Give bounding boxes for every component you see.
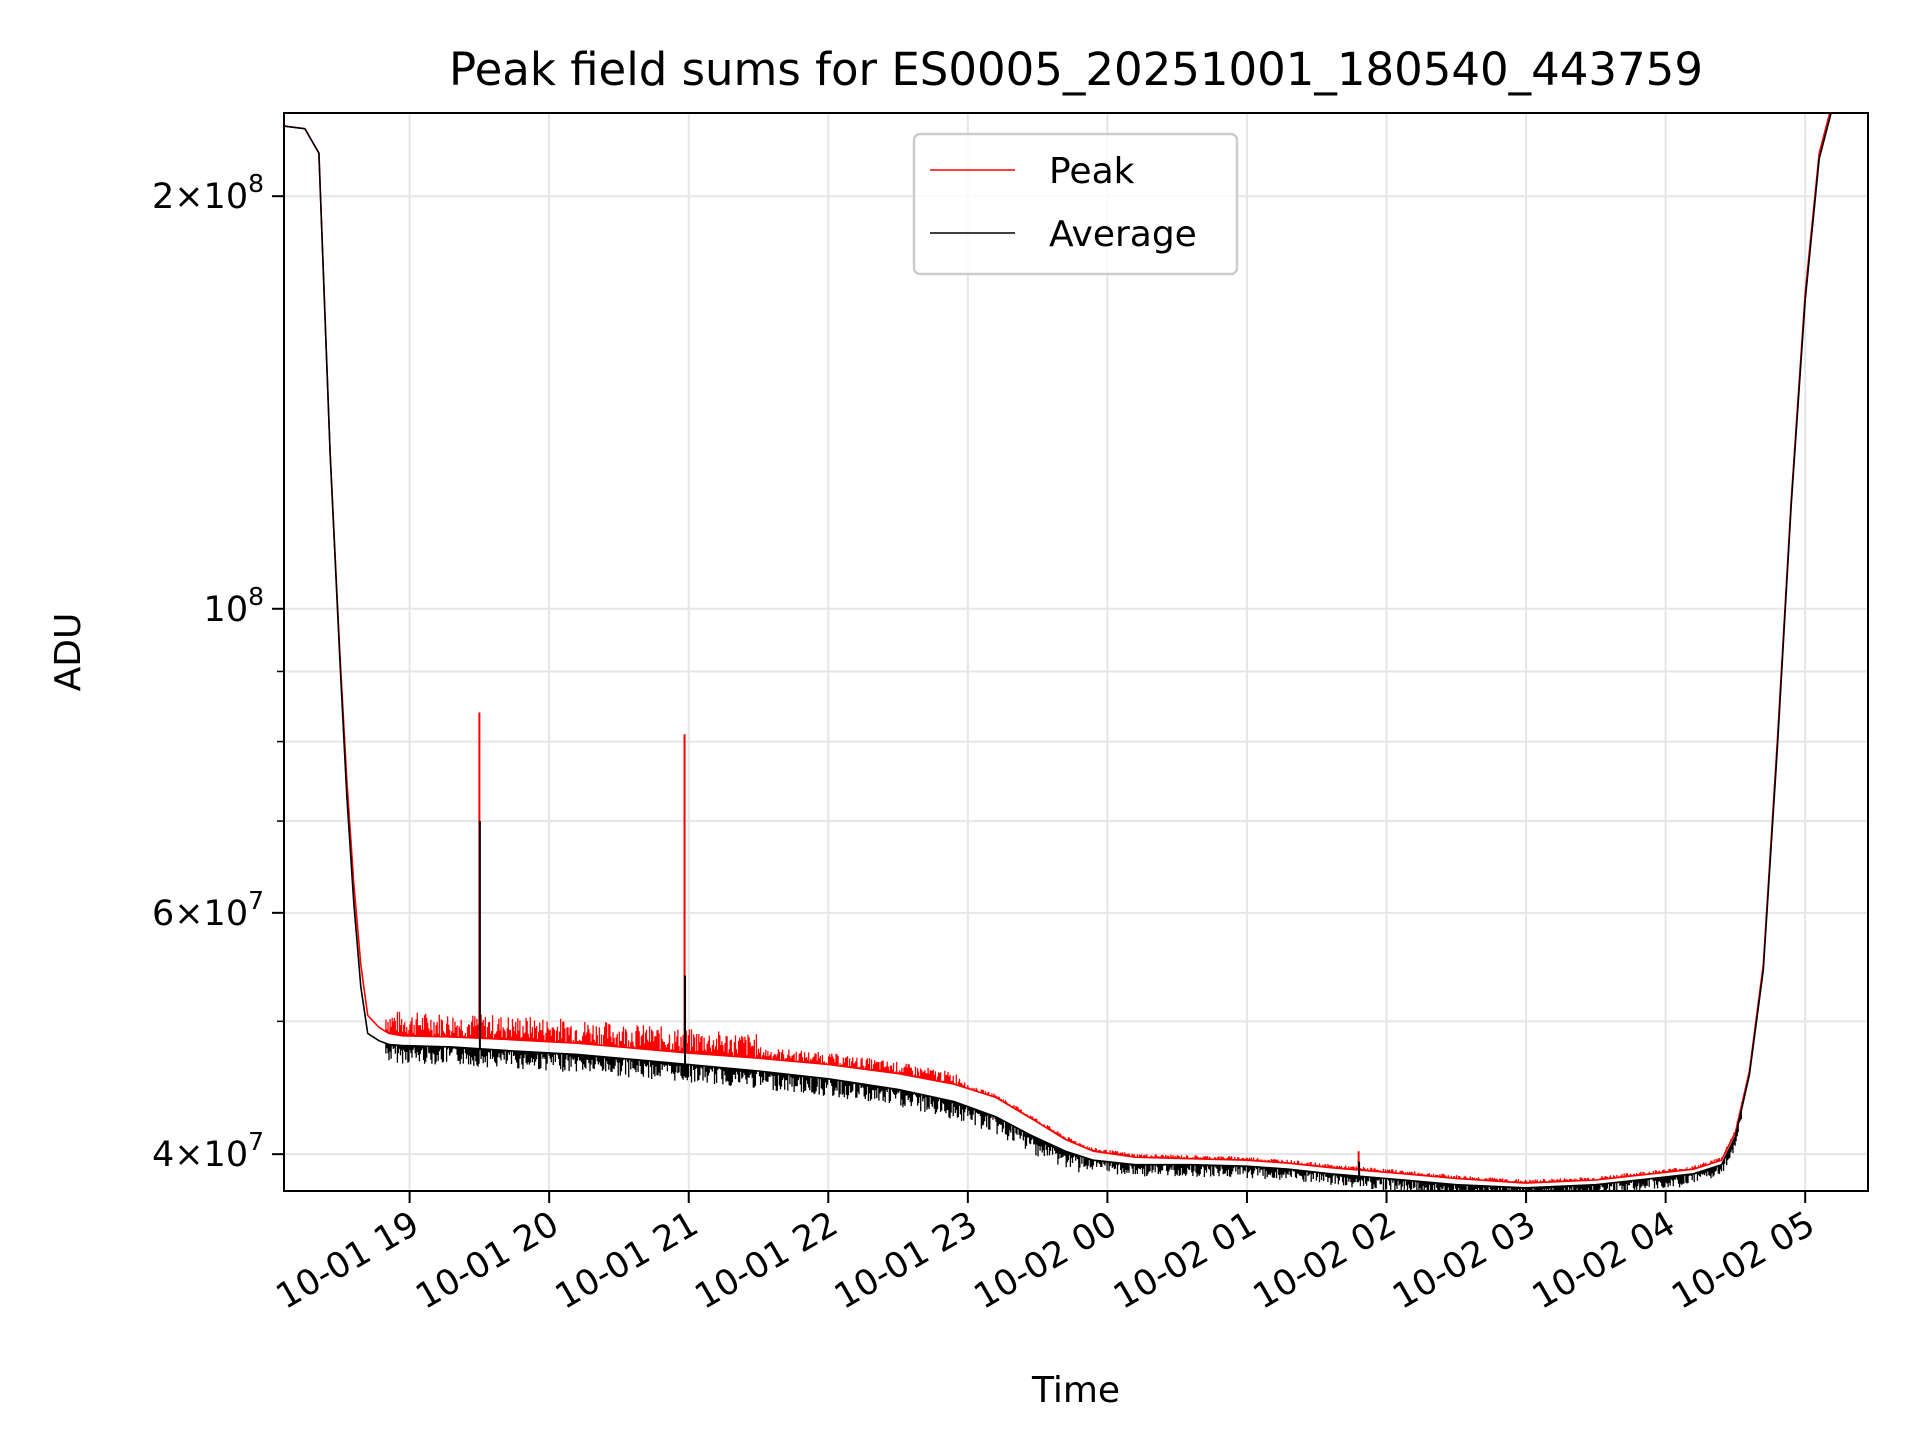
legend-average-label: Average [1049, 214, 1197, 255]
y-tick-label: 4×107 [152, 1127, 264, 1175]
y-tick-label: 108 [204, 582, 264, 630]
y-axis-label: ADU [48, 613, 89, 692]
plot-frame [283, 112, 1869, 1192]
x-axis-label: Time [1031, 1370, 1120, 1411]
series-line-average [284, 113, 1832, 1189]
y-tick-label: 2×108 [152, 169, 264, 217]
y-axis-ticks: 4×107 6×107 108 2×108 [152, 169, 284, 1175]
legend-box [912, 132, 1239, 276]
y-tick-label: 6×107 [152, 886, 264, 934]
legend: Peak Average [912, 132, 1239, 276]
chart-title: Peak field sums for ES0005_20251001_1805… [449, 43, 1703, 96]
series-lines [284, 113, 1832, 1189]
series-spikes [478, 712, 1361, 1177]
legend-peak-label: Peak [1049, 151, 1135, 192]
